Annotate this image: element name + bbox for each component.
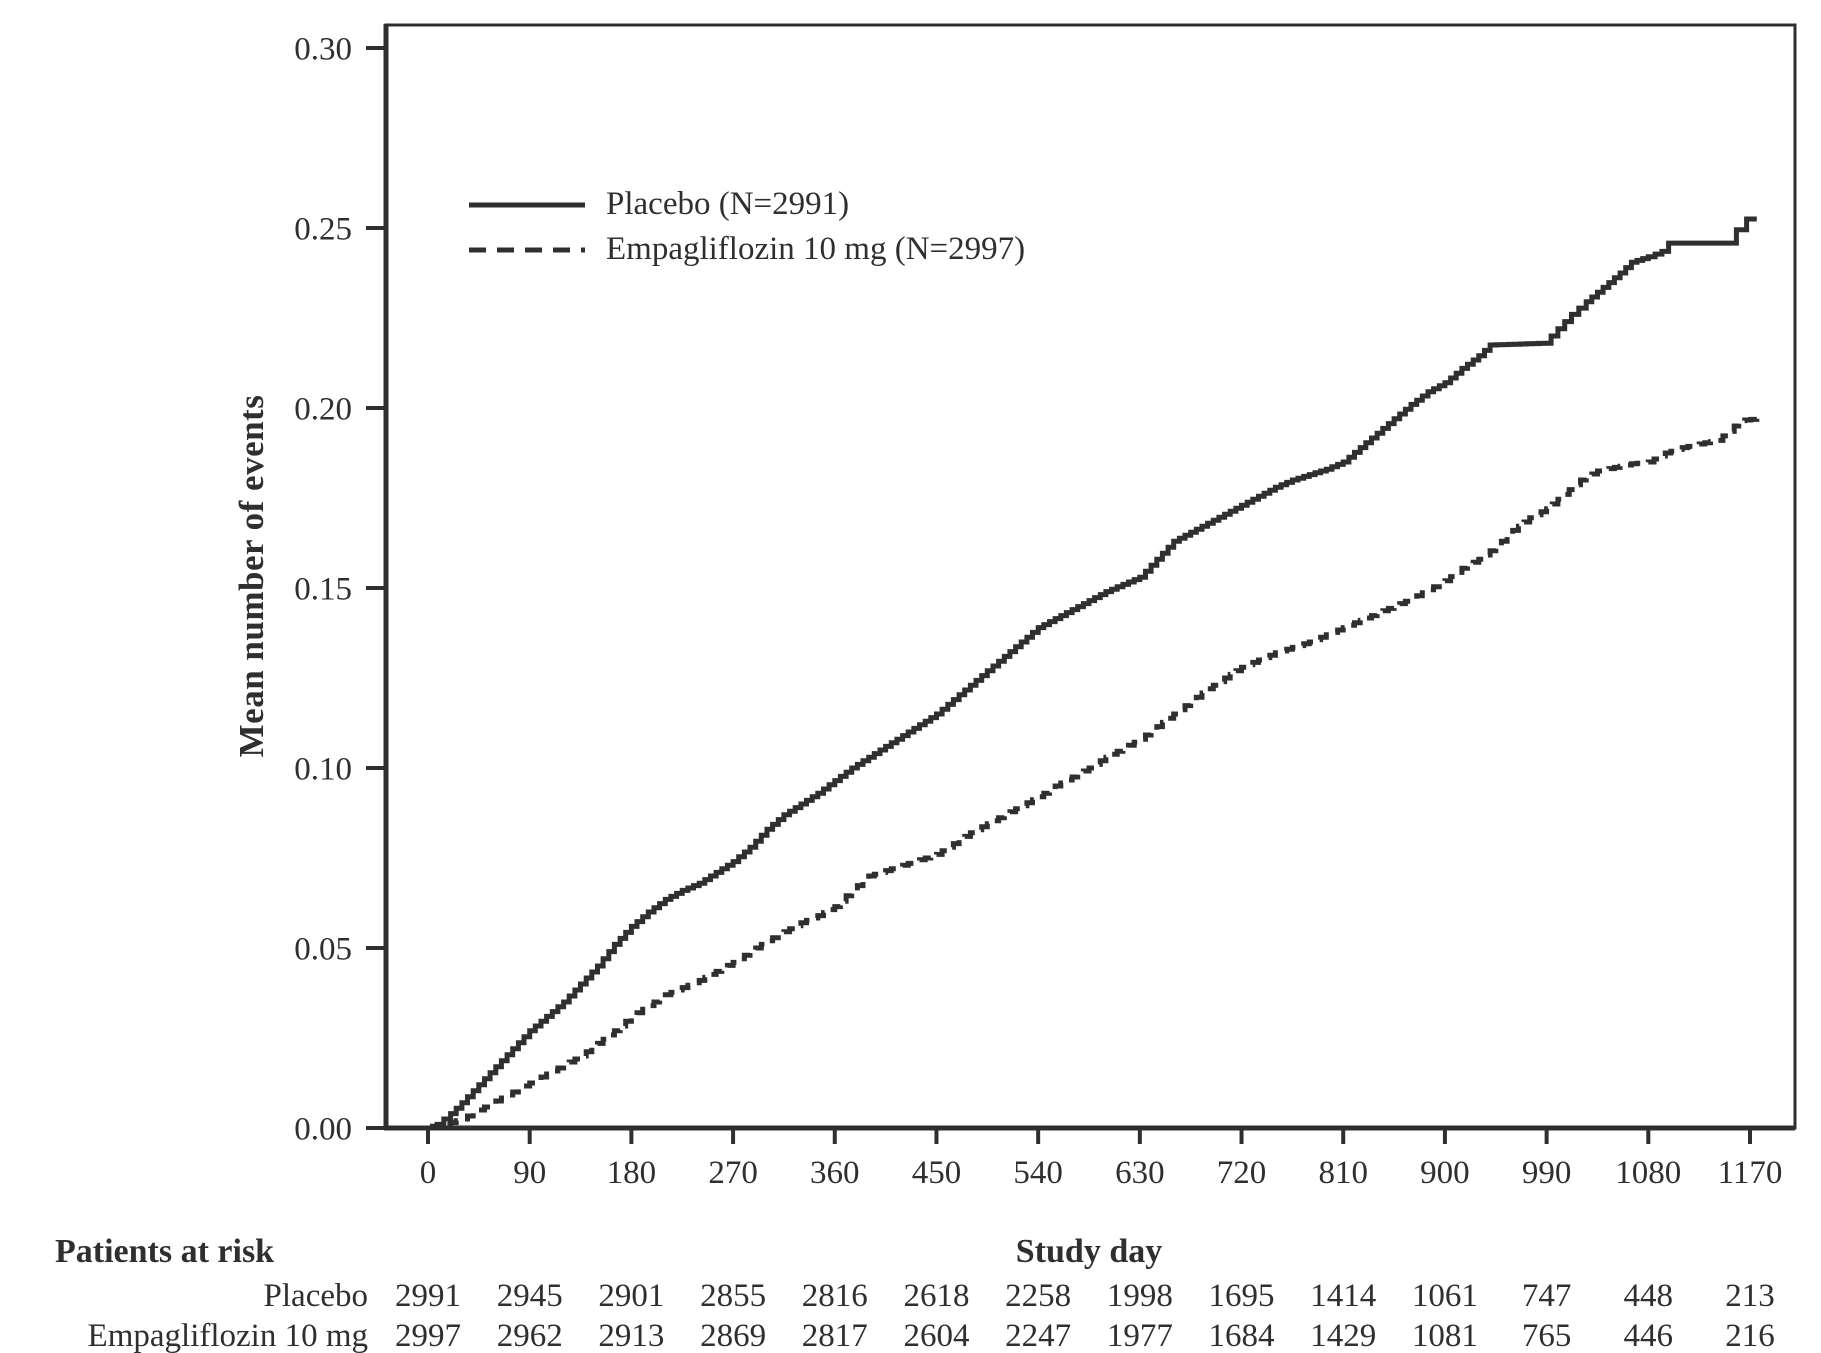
x-tick-label: 1080: [1615, 1155, 1681, 1191]
x-tick-label: 810: [1318, 1155, 1368, 1191]
risk-count: 2258: [1005, 1278, 1072, 1314]
risk-row-label-empagliflozin: Empagliflozin 10 mg: [87, 1318, 368, 1353]
risk-count: 1695: [1208, 1278, 1275, 1314]
risk-count: 2247: [1005, 1318, 1072, 1353]
risk-count: 2901: [598, 1278, 665, 1314]
x-tick-label: 450: [912, 1155, 962, 1191]
risk-count: 446: [1623, 1318, 1674, 1353]
y-tick-label: 0.10: [294, 752, 352, 788]
risk-count: 2855: [700, 1278, 767, 1314]
legend-solid-line-swatch: [468, 200, 586, 210]
y-tick-label: 0.15: [294, 572, 352, 608]
x-tick-label: 540: [1013, 1155, 1063, 1191]
x-axis-title: Study day: [1015, 1233, 1163, 1270]
x-tick-label: 90: [513, 1155, 546, 1191]
risk-count: 213: [1725, 1278, 1775, 1314]
risk-count: 1977: [1106, 1318, 1173, 1353]
y-tick-label: 0.25: [294, 212, 352, 248]
legend-label-empagliflozin: Empagliflozin 10 mg (N=2997): [606, 231, 1026, 267]
risk-count: 2913: [598, 1318, 665, 1353]
x-tick-label: 1170: [1718, 1155, 1783, 1191]
y-tick-label: 0.05: [294, 932, 352, 968]
risk-count: 1081: [1411, 1318, 1478, 1353]
risk-count: 2997: [395, 1318, 461, 1353]
x-tick-label: 720: [1217, 1155, 1267, 1191]
legend-dashed-line-swatch: [468, 245, 586, 255]
risk-count: 2618: [903, 1278, 970, 1314]
y-tick-label: 0.00: [294, 1112, 352, 1148]
legend: Placebo (N=2991) Empagliflozin 10 mg (N=…: [468, 186, 1025, 268]
risk-count: 2817: [801, 1318, 868, 1353]
risk-count: 2991: [395, 1278, 461, 1314]
y-tick-label: 0.20: [294, 392, 352, 428]
risk-count: 1998: [1106, 1278, 1173, 1314]
risk-count: 1684: [1208, 1318, 1275, 1353]
x-tick-label: 630: [1115, 1155, 1165, 1191]
x-tick-label: 270: [708, 1155, 758, 1191]
risk-count: 2816: [801, 1278, 868, 1314]
y-axis-title: Mean number of events: [232, 394, 271, 758]
risk-count: 2869: [700, 1318, 767, 1353]
legend-item-empagliflozin: Empagliflozin 10 mg (N=2997): [468, 231, 1025, 268]
risk-row-label-placebo: Placebo: [263, 1278, 368, 1314]
risk-count: 2604: [903, 1318, 970, 1353]
risk-count: 2962: [496, 1318, 563, 1353]
x-tick-label: 180: [607, 1155, 657, 1191]
legend-item-placebo: Placebo (N=2991): [468, 186, 1025, 223]
placebo-curve: [428, 216, 1757, 1131]
x-tick-label: 0: [420, 1155, 437, 1191]
risk-count: 216: [1725, 1318, 1775, 1353]
x-tick-label: 900: [1420, 1155, 1470, 1191]
empagliflozin-curve: [428, 416, 1760, 1131]
patients-at-risk-heading: Patients at risk: [55, 1233, 275, 1270]
risk-count: 2945: [496, 1278, 563, 1314]
risk-count: 747: [1521, 1278, 1572, 1314]
risk-count: 1414: [1310, 1278, 1377, 1314]
risk-count: 1061: [1411, 1278, 1478, 1314]
legend-label-placebo: Placebo (N=2991): [606, 186, 850, 222]
risk-count: 765: [1521, 1318, 1572, 1353]
x-tick-label: 360: [810, 1155, 860, 1191]
y-tick-label: 0.30: [294, 32, 352, 68]
risk-count: 448: [1623, 1278, 1674, 1314]
x-tick-label: 990: [1522, 1155, 1572, 1191]
risk-count: 1429: [1310, 1318, 1377, 1353]
